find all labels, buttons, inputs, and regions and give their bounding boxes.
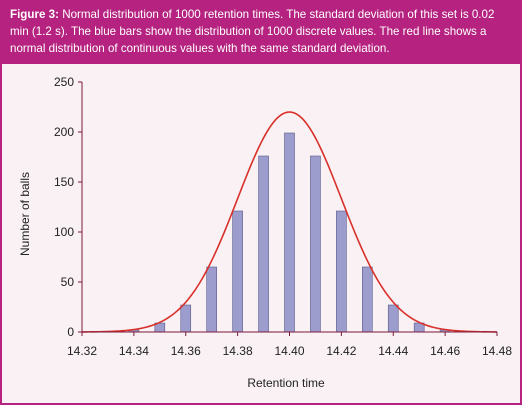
bar (206, 266, 217, 333)
bar (232, 210, 243, 333)
plot-area: 0 50 100 150 200 250 14.32 14.34 14.36 14.38 14.4… (2, 64, 520, 403)
y-tick-label: 0 (67, 325, 74, 339)
y-tick-label: 100 (54, 225, 74, 239)
bar (336, 210, 347, 333)
x-axis-title: Retention time (247, 376, 325, 390)
x-tick-label: 14.32 (67, 344, 97, 358)
bar (284, 132, 295, 333)
x-tick-label: 14.38 (223, 344, 253, 358)
x-tick-label: 14.44 (378, 344, 408, 358)
x-ticks-group: 14.32 14.34 14.36 14.38 14.40 14.42 14.44 14.46… (67, 332, 512, 358)
y-tick-label: 50 (61, 275, 75, 289)
bar (258, 155, 269, 333)
bar (180, 304, 192, 333)
y-tick-label: 150 (54, 175, 74, 189)
x-tick-label: 14.34 (119, 344, 149, 358)
caption-text: Normal distribution of 1000 retention ti… (10, 8, 495, 55)
normal-curve (81, 111, 498, 333)
y-tick-label: 200 (54, 125, 74, 139)
y-axis-title: Number of balls (18, 172, 32, 256)
bar (310, 155, 321, 333)
y-tick-label: 250 (54, 75, 74, 89)
x-tick-label: 14.48 (482, 344, 512, 358)
bar (362, 266, 373, 333)
x-tick-label: 14.42 (326, 344, 356, 358)
bars-group (128, 132, 451, 333)
bar (387, 304, 399, 333)
x-tick-label: 14.46 (430, 344, 460, 358)
caption-label: Figure 3: (10, 8, 59, 21)
y-ticks-group: 0 50 100 150 200 250 (54, 75, 82, 339)
chart: 0 50 100 150 200 250 14.32 14.34 14.36 14.38 14.4… (18, 75, 512, 390)
x-tick-label: 14.40 (274, 344, 304, 358)
x-tick-label: 14.36 (171, 344, 201, 358)
figure-caption: Figure 3: Normal distribution of 1000 re… (2, 2, 520, 64)
